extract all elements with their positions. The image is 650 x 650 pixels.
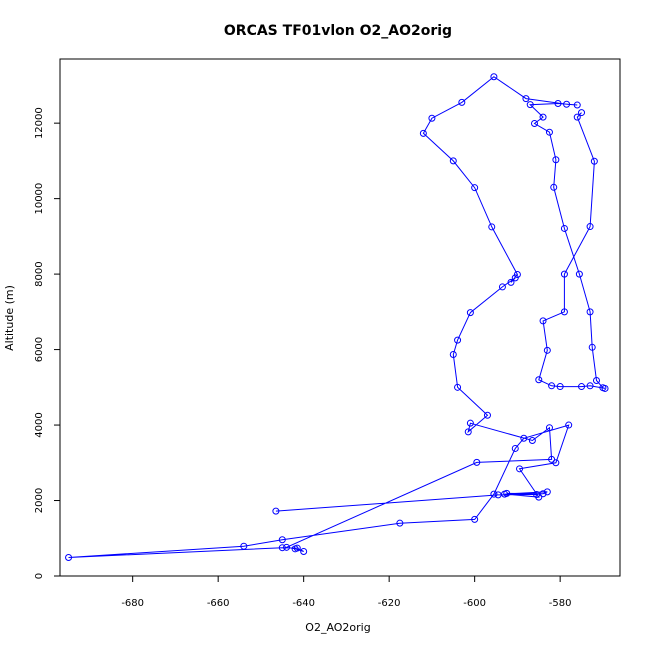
data-point bbox=[449, 350, 457, 358]
data-point bbox=[560, 224, 568, 232]
data-point bbox=[520, 434, 528, 442]
data-point bbox=[419, 129, 427, 137]
data-point bbox=[545, 424, 553, 432]
data-point bbox=[501, 490, 509, 498]
data-point bbox=[473, 458, 481, 466]
data-point bbox=[554, 100, 562, 108]
data-point bbox=[586, 308, 594, 316]
data-point bbox=[592, 377, 600, 385]
data-point bbox=[548, 382, 556, 390]
data-point bbox=[539, 317, 547, 325]
data-point bbox=[528, 437, 536, 445]
y-tick-label: 0 bbox=[34, 573, 45, 579]
data-point bbox=[471, 515, 479, 523]
y-axis-label: Altitude (m) bbox=[3, 285, 16, 351]
y-axis: 0 2000 4000 6000 8000 10000 12000 bbox=[34, 107, 61, 579]
data-point bbox=[539, 490, 547, 498]
data-point bbox=[586, 223, 594, 231]
data-point bbox=[522, 95, 530, 103]
data-point bbox=[464, 428, 472, 436]
y-tick-label: 4000 bbox=[34, 412, 45, 437]
x-tick-label: -580 bbox=[549, 598, 572, 609]
series-layer bbox=[65, 73, 609, 562]
data-point bbox=[498, 283, 506, 291]
data-point bbox=[507, 278, 515, 286]
data-point bbox=[511, 274, 519, 282]
data-point bbox=[535, 376, 543, 384]
data-point bbox=[539, 113, 547, 121]
y-tick-label: 10000 bbox=[34, 183, 45, 215]
data-point bbox=[578, 383, 586, 391]
data-point bbox=[552, 459, 560, 467]
data-point bbox=[454, 336, 462, 344]
y-tick-label: 6000 bbox=[34, 337, 45, 362]
x-tick-label: -600 bbox=[463, 598, 486, 609]
data-point bbox=[590, 157, 598, 165]
data-point bbox=[454, 383, 462, 391]
x-tick-label: -680 bbox=[121, 598, 144, 609]
data-point bbox=[65, 554, 73, 562]
data-point bbox=[586, 382, 594, 390]
data-point bbox=[548, 455, 556, 463]
x-tick-label: -640 bbox=[292, 598, 315, 609]
chart-title: ORCAS TF01vlon O2_AO2orig bbox=[224, 23, 452, 39]
data-point bbox=[283, 543, 291, 551]
data-point bbox=[511, 444, 519, 452]
data-point bbox=[543, 346, 551, 354]
y-tick-label: 12000 bbox=[34, 107, 45, 139]
data-point bbox=[573, 113, 581, 121]
y-tick-label: 2000 bbox=[34, 488, 45, 513]
data-point bbox=[588, 343, 596, 351]
data-point bbox=[560, 308, 568, 316]
x-axis-label: O2_AO2orig bbox=[305, 621, 370, 634]
data-point bbox=[516, 465, 524, 473]
data-point bbox=[278, 536, 286, 544]
x-tick-label: -660 bbox=[207, 598, 230, 609]
data-point bbox=[563, 100, 571, 108]
data-point bbox=[526, 101, 534, 109]
y-tick-label: 8000 bbox=[34, 261, 45, 286]
data-point bbox=[272, 507, 280, 515]
data-point bbox=[556, 383, 564, 391]
data-point bbox=[531, 120, 539, 128]
x-tick-label: -620 bbox=[378, 598, 401, 609]
series-line bbox=[68, 76, 606, 558]
data-point bbox=[466, 419, 474, 427]
data-point bbox=[483, 411, 491, 419]
data-point bbox=[428, 114, 436, 122]
data-point bbox=[535, 493, 543, 501]
data-point bbox=[601, 384, 609, 392]
data-point bbox=[278, 544, 286, 552]
data-point bbox=[552, 156, 560, 164]
data-point bbox=[575, 270, 583, 278]
x-axis: -680 -660 -640 -620 -600 -580 bbox=[121, 575, 572, 609]
data-point bbox=[490, 490, 498, 498]
data-point bbox=[543, 488, 551, 496]
data-point bbox=[560, 270, 568, 278]
data-point bbox=[488, 223, 496, 231]
data-point bbox=[471, 184, 479, 192]
data-point bbox=[578, 109, 586, 117]
data-point bbox=[513, 270, 521, 278]
data-point bbox=[490, 73, 498, 81]
data-point bbox=[550, 183, 558, 191]
data-point bbox=[545, 128, 553, 136]
data-point bbox=[396, 519, 404, 527]
data-point bbox=[565, 421, 573, 429]
data-point bbox=[458, 98, 466, 106]
data-point bbox=[291, 545, 299, 553]
data-point bbox=[466, 309, 474, 317]
data-point bbox=[240, 542, 248, 550]
data-point bbox=[449, 157, 457, 165]
data-point bbox=[573, 101, 581, 109]
data-point bbox=[300, 547, 308, 555]
